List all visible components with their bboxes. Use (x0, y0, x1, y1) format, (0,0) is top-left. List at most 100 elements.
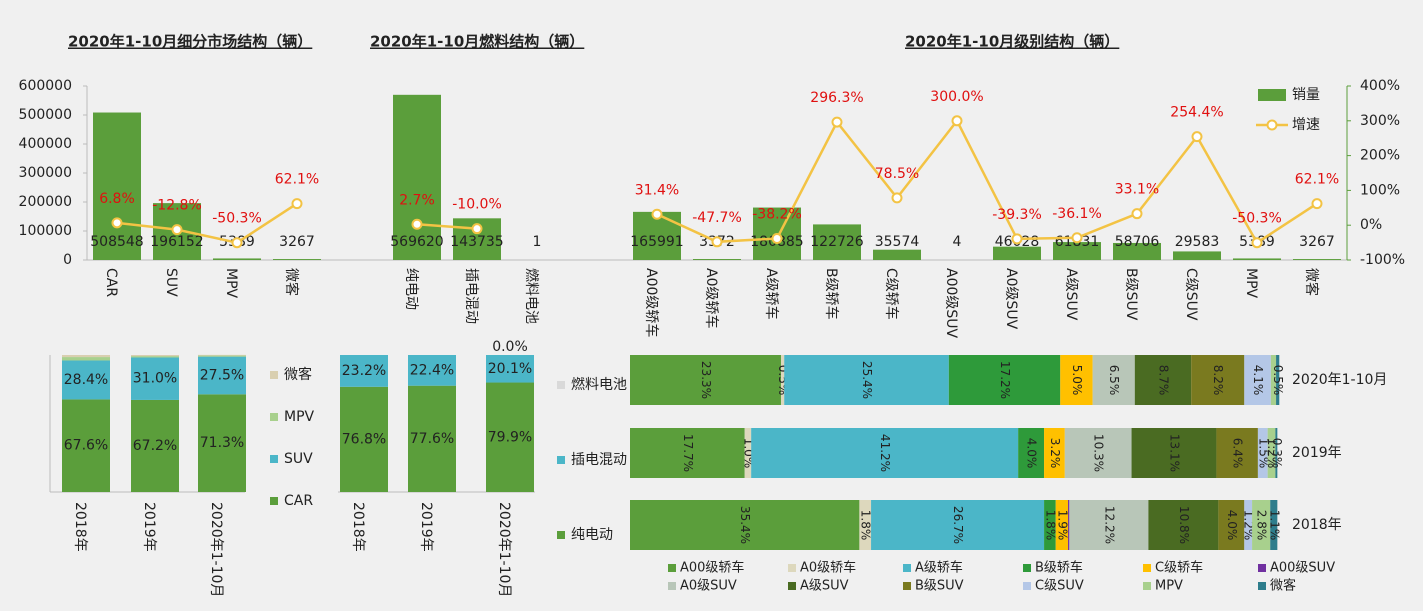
value-label: 12.2% (1102, 506, 1116, 544)
bar-segment (1092, 355, 1135, 405)
value-label: 0.0% (492, 339, 528, 355)
growth-point (771, 232, 783, 244)
bar-segment (1216, 428, 1258, 478)
value-label: 0.5% (1271, 365, 1285, 396)
bar-segment (1131, 428, 1217, 478)
value-label: 13.1% (1167, 434, 1181, 472)
growth-line (656, 118, 1318, 245)
bar (633, 211, 681, 260)
value-label: 79.9% (488, 429, 532, 445)
value-label: 41.2% (878, 434, 892, 472)
value-label: 35.4% (738, 506, 752, 544)
bar (1233, 258, 1281, 260)
legend-label: 销量 (1292, 87, 1320, 103)
bar-segment (486, 382, 534, 492)
x-tick-label: C级轿车 (883, 268, 900, 320)
legend-label: 微客 (1270, 578, 1296, 594)
value-label: 1.8% (1043, 510, 1057, 541)
x-tick-label: 微客 (1303, 268, 1320, 296)
bar (693, 259, 741, 260)
legend-swatch (1143, 582, 1151, 590)
x-tick-label: A0级轿车 (703, 268, 720, 328)
value-label: 25.4% (860, 361, 874, 399)
bar-segment (1244, 355, 1271, 405)
value-label: 1.9% (1055, 510, 1069, 541)
value-label: 10.8% (1177, 506, 1191, 544)
legend-swatch (903, 582, 911, 590)
legend-swatch (557, 456, 565, 464)
bar-segment (1252, 500, 1271, 550)
bar-segment (871, 500, 1045, 550)
bar-segment (340, 386, 388, 492)
legend-label: A00级SUV (1270, 561, 1335, 576)
x-tick-label: 2019年 (418, 502, 434, 552)
x-tick-label: MPV (1243, 268, 1259, 299)
growth-label: 78.5% (875, 166, 919, 182)
bar-segment (1148, 500, 1219, 550)
growth-label: 296.3% (810, 90, 863, 106)
value-label: 4.0% (1025, 438, 1039, 469)
legend-swatch (1258, 564, 1266, 572)
x-tick-label: A级SUV (1063, 268, 1079, 321)
y2-tick-label: -100% (1360, 252, 1405, 268)
value-label: 29583 (1175, 234, 1220, 250)
y-tick-label: 2018年 (1292, 517, 1342, 533)
growth-point (831, 116, 843, 128)
value-label: 76.8% (342, 431, 386, 447)
legend-swatch (557, 531, 565, 539)
y-tick-label: 300000 (19, 165, 72, 181)
bar-segment (1134, 355, 1192, 405)
value-label: 3.2% (1048, 438, 1062, 469)
bar-segment (1270, 355, 1277, 405)
bar-segment (198, 354, 246, 356)
growth-label: 6.8% (99, 191, 135, 207)
bar-segment (1069, 500, 1149, 550)
bar-segment (131, 355, 179, 357)
growth-point (1191, 131, 1203, 143)
x-tick-label: 微客 (283, 268, 300, 296)
value-label: 0.3% (1270, 438, 1284, 469)
legend-label: SUV (284, 451, 313, 467)
x-tick-label: MPV (223, 268, 239, 299)
growth-point (951, 115, 963, 127)
x-tick-label: 燃料电池 (523, 268, 540, 324)
bar-segment (784, 355, 949, 405)
growth-label: -36.1% (1052, 206, 1102, 222)
legend-label: A级SUV (800, 579, 849, 594)
value-label: 4 (953, 234, 962, 250)
y-tick-label: 0 (63, 252, 72, 268)
x-tick-label: 2020年1-10月 (496, 502, 512, 597)
value-label: 58706 (1115, 234, 1160, 250)
growth-label: -12.8% (152, 198, 202, 214)
legend-label: MPV (284, 409, 315, 425)
bar-segment (198, 355, 246, 357)
value-label: 8.7% (1156, 365, 1170, 396)
legend-label: 微客 (284, 366, 312, 383)
value-label: 143735 (450, 234, 503, 250)
bar-segment (1270, 500, 1278, 550)
bar-segment (486, 355, 534, 383)
bar-segment (751, 428, 1019, 478)
growth-label: 33.1% (1115, 182, 1159, 198)
value-label: 122726 (810, 234, 864, 250)
x-tick-label: 2018年 (72, 502, 88, 552)
value-label: 508548 (90, 234, 143, 250)
legend-label: 纯电动 (571, 527, 613, 543)
legend-swatch (668, 582, 676, 590)
x-tick-label: A00级轿车 (643, 268, 660, 337)
x-tick-label: 2019年 (141, 502, 157, 552)
growth-point (231, 237, 243, 249)
bar-segment (131, 357, 179, 400)
y-tick-label: 100000 (19, 223, 72, 239)
bar-segment (630, 500, 860, 550)
value-label: 28.4% (64, 372, 108, 388)
legend-swatch (788, 582, 796, 590)
bar-segment (1044, 428, 1065, 478)
value-label: 20.1% (488, 361, 532, 377)
growth-point (411, 218, 423, 230)
y2-tick-label: 300% (1360, 113, 1400, 129)
legend-swatch (557, 381, 565, 389)
bar-segment (1218, 500, 1245, 550)
bar-segment (62, 399, 110, 492)
y2-tick-label: 0% (1360, 217, 1382, 233)
